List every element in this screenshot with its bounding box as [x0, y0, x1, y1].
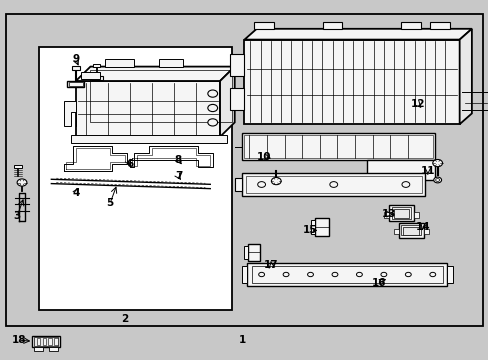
Bar	[48, 338, 52, 345]
Text: 10: 10	[256, 152, 271, 162]
Bar	[447, 266, 452, 283]
Bar	[393, 229, 398, 234]
Circle shape	[329, 181, 337, 187]
Text: 17: 17	[264, 260, 278, 270]
Text: 7: 7	[174, 171, 182, 181]
Bar	[90, 70, 232, 122]
Bar	[242, 133, 434, 160]
Bar	[159, 59, 183, 67]
Bar	[391, 207, 410, 219]
Bar	[67, 81, 84, 87]
Bar	[246, 263, 447, 286]
Circle shape	[257, 181, 265, 187]
Bar	[393, 209, 408, 218]
Bar	[6, 14, 482, 326]
Bar	[91, 76, 102, 80]
Text: 14: 14	[415, 222, 429, 232]
Bar	[247, 244, 260, 261]
Circle shape	[17, 179, 27, 186]
Circle shape	[405, 272, 410, 276]
Bar	[401, 225, 420, 235]
Bar	[49, 347, 58, 351]
Polygon shape	[244, 29, 471, 40]
Circle shape	[207, 104, 217, 112]
Circle shape	[356, 272, 362, 276]
Bar	[251, 266, 442, 283]
Bar	[54, 338, 58, 345]
Text: 12: 12	[410, 99, 425, 109]
Bar	[242, 266, 246, 283]
Bar	[322, 22, 342, 29]
Text: 18: 18	[11, 335, 26, 345]
Text: 6: 6	[126, 159, 133, 169]
Circle shape	[207, 119, 217, 126]
Polygon shape	[76, 67, 234, 81]
Circle shape	[258, 272, 264, 276]
Text: 13: 13	[381, 209, 395, 219]
Bar	[413, 212, 418, 218]
Bar	[34, 347, 43, 351]
Circle shape	[380, 272, 386, 276]
Text: 4: 4	[72, 188, 80, 198]
Bar	[366, 160, 434, 180]
Bar	[37, 338, 40, 345]
Bar	[72, 66, 80, 70]
Bar	[69, 82, 82, 86]
Bar	[244, 40, 459, 124]
Bar	[244, 246, 247, 259]
Circle shape	[271, 177, 281, 185]
Text: 9: 9	[72, 54, 79, 64]
Bar	[423, 229, 428, 234]
Bar	[71, 135, 227, 143]
Bar	[311, 220, 315, 234]
Bar	[245, 176, 421, 193]
Circle shape	[433, 177, 441, 183]
Circle shape	[401, 181, 409, 187]
Bar	[398, 223, 423, 238]
Bar	[315, 218, 328, 236]
Bar	[81, 72, 100, 79]
Bar	[42, 338, 46, 345]
Polygon shape	[459, 29, 471, 124]
Polygon shape	[234, 178, 242, 191]
Circle shape	[283, 272, 288, 276]
Bar	[229, 54, 244, 76]
Circle shape	[207, 90, 217, 97]
Bar	[105, 59, 134, 67]
Text: 11: 11	[420, 166, 434, 176]
Bar	[76, 81, 220, 137]
Circle shape	[331, 272, 337, 276]
Bar	[403, 227, 418, 235]
Bar	[229, 88, 244, 110]
Bar	[388, 205, 413, 221]
Circle shape	[432, 159, 442, 167]
Bar	[429, 22, 449, 29]
Polygon shape	[63, 101, 76, 126]
Text: 16: 16	[371, 278, 386, 288]
Bar	[14, 165, 21, 168]
Text: 5: 5	[106, 198, 113, 208]
Polygon shape	[220, 67, 234, 137]
Bar	[254, 22, 273, 29]
Text: 8: 8	[175, 155, 182, 165]
Text: 1: 1	[238, 335, 245, 345]
Text: 3: 3	[14, 211, 20, 221]
Bar	[32, 336, 60, 347]
Bar	[400, 22, 420, 29]
Bar	[93, 64, 100, 67]
Bar	[39, 47, 232, 310]
Circle shape	[307, 272, 313, 276]
Circle shape	[429, 272, 435, 276]
Bar	[34, 337, 58, 346]
Text: 2: 2	[121, 314, 128, 324]
Bar	[244, 135, 432, 158]
Circle shape	[435, 179, 439, 181]
Text: 15: 15	[303, 225, 317, 235]
Bar	[383, 212, 388, 218]
Bar	[242, 173, 425, 196]
